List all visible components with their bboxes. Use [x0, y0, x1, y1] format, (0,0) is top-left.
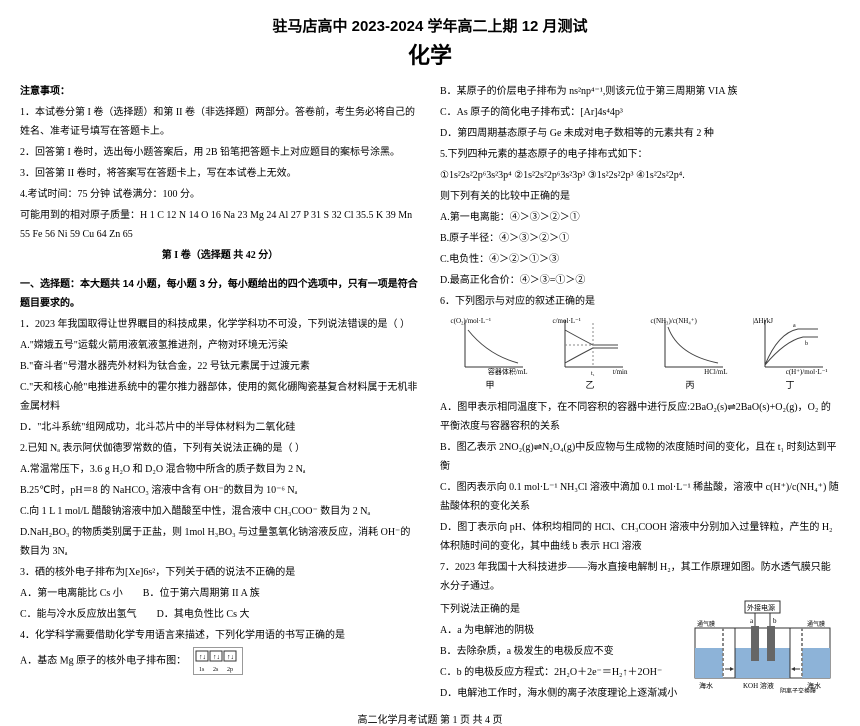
chart-jia: c(O₂)/mol·L⁻¹ 容器体积/mL 甲 — [453, 315, 528, 394]
q2-stem: 2.已知 Nₐ 表示阿伏伽德罗常数的值，下列有关说法正确的是（ ） — [20, 439, 420, 458]
chart2-y: c/mol·L⁻¹ — [553, 315, 581, 328]
q6-stem: 6．下列图示与对应的叙述正确的是 — [440, 292, 840, 311]
q5-a: A.第一电离能：④＞③＞②＞① — [440, 208, 840, 227]
q7-stem: 7．2023 年我国十大科技进步——海水直接电解制 H₂，其工作原理如图。防水透… — [440, 558, 840, 596]
svg-text:↑↓: ↑↓ — [227, 653, 234, 661]
svg-text:b: b — [773, 617, 777, 625]
svg-text:1s: 1s — [199, 667, 205, 673]
svg-text:海水: 海水 — [699, 681, 713, 690]
instruction-2: 2．回答第 I 卷时，选出每小题答案后，用 2B 铅笔把答题卡上对应题目的案标号… — [20, 143, 420, 162]
q4-b: B．某原子的价层电子排布为 ns²np⁴⁻¹,则该元位于第三周期第 VIA 族 — [440, 82, 840, 101]
chart1-y: c(O₂)/mol·L⁻¹ — [451, 315, 492, 328]
q2-c: C.向 1 L 1 mol/L 醋酸钠溶液中加入醋酸至中性，混合液中 CH₃CO… — [20, 502, 420, 521]
q6-c: C．图丙表示向 0.1 mol·L⁻¹ NH₃Cl 溶液中滴加 0.1 mol·… — [440, 478, 840, 516]
q2-b: B.25℃时，pH＝8 的 NaHCO₃ 溶液中含有 OH⁻的数目为 10⁻⁶ … — [20, 481, 420, 500]
q2-a: A.常温常压下，3.6 g H₂O 和 D₂O 混合物中所含的质子数目为 2 N… — [20, 460, 420, 479]
svg-text:↑↓: ↑↓ — [213, 653, 220, 661]
svg-text:↑↓: ↑↓ — [199, 653, 206, 661]
q4-stem: 4．化学科学需要借助化学专用语言来描述，下列化学用语的书写正确的是 — [20, 626, 420, 645]
q3-c: C．能与冷水反应放出氢气 — [20, 605, 137, 624]
q6-chart-row: c(O₂)/mol·L⁻¹ 容器体积/mL 甲 t₁ c — [440, 315, 840, 394]
instructions-header: 注意事项： — [20, 82, 420, 101]
q5-sub: 则下列有关的比较中正确的是 — [440, 187, 840, 206]
part1-header: 第 I 卷（选择题 共 42 分） — [20, 246, 420, 265]
q3-b: B．位于第六周期第 II A 族 — [143, 584, 260, 603]
svg-text:t₁: t₁ — [591, 371, 595, 377]
right-column: B．某原子的价层电子排布为 ns²np⁴⁻¹,则该元位于第三周期第 VIA 族 … — [440, 80, 840, 705]
q6-b: B．图乙表示 2NO₂(g)⇌N₂O₄(g)中反应物与生成物的浓度随时间的变化，… — [440, 438, 840, 476]
chart-label-2: 乙 — [553, 377, 628, 394]
instruction-1: 1．本试卷分第 I 卷（选择题）和第 II 卷（非选择题）两部分。答卷前，考生务… — [20, 103, 420, 141]
atomic-masses: 可能用到的相对原子质量：H 1 C 12 N 14 O 16 Na 23 Mg … — [20, 206, 420, 244]
instruction-3: 3．回答第 II 卷时，将答案写在答题卡上，写在本试卷上无效。 — [20, 164, 420, 183]
q3-options: A．第一电离能比 Cs 小 B．位于第六周期第 II A 族 — [20, 584, 420, 603]
chart-yi: t₁ c/mol·L⁻¹ t/min 乙 — [553, 315, 628, 394]
q3-options-2: C．能与冷水反应放出氢气 D．其电负性比 Cs 大 — [20, 605, 420, 624]
instruction-4: 4.考试时间：75 分钟 试卷满分：100 分。 — [20, 185, 420, 204]
content-columns: 注意事项： 1．本试卷分第 I 卷（选择题）和第 II 卷（非选择题）两部分。答… — [20, 80, 840, 705]
svg-text:2p: 2p — [227, 667, 233, 673]
chart-label-3: 丙 — [653, 377, 728, 394]
svg-text:a: a — [793, 323, 796, 329]
q1-stem: 1．2023 年我国取得让世界瞩目的科技成果，化学学科功不可没，下列说法错误的是… — [20, 315, 420, 334]
svg-text:b: b — [805, 341, 808, 347]
q1-a: A."嫦娥五号"运载火箭用液氧液氢推进剂，产物对环境无污染 — [20, 336, 420, 355]
q1-c: C."天和核心舱"电推进系统中的霍尔推力器部体，使用的氮化硼陶瓷基复合材料属于无… — [20, 378, 420, 416]
q3-d: D．其电负性比 Cs 大 — [157, 605, 250, 624]
title: 驻马店高中 2023-2024 学年高二上期 12 月测试 — [20, 15, 840, 36]
svg-text:a: a — [750, 617, 754, 625]
chart-label-4: 丁 — [753, 377, 828, 394]
svg-text:通气膜: 通气膜 — [697, 620, 715, 628]
chart-ding: a b |ΔH|/kJ c(H⁺)/mol·L⁻¹ 丁 — [753, 315, 828, 394]
electrolysis-diagram: 外接电源 a b 通气膜 通气膜 海 — [685, 598, 840, 693]
q5-config: ①1s²2s²2p⁶3s²3p⁴ ②1s²2s²2p⁶3s²3p³ ③1s²2s… — [440, 166, 840, 185]
q5-d: D.最高正化合价：④＞③=①＞② — [440, 271, 840, 290]
q2-d: D.NaH₂BO₃ 的物质类别属于正盐，则 1mol H₃BO₃ 与过量氢氧化钠… — [20, 523, 420, 561]
chart4-y: |ΔH|/kJ — [753, 315, 774, 328]
q5-stem: 5.下列四种元素的基态原子的电子排布式如下： — [440, 145, 840, 164]
subject: 化学 — [20, 38, 840, 70]
left-column: 注意事项： 1．本试卷分第 I 卷（选择题）和第 II 卷（非选择题）两部分。答… — [20, 80, 420, 705]
q4-a: A．基态 Mg 原子的核外电子排布图： — [20, 655, 186, 666]
q4-c: C．As 原子的简化电子排布式：[Ar]4s⁴4p³ — [440, 103, 840, 122]
q1-b: B."奋斗者"号潜水器壳外材料为钛合金，22 号钛元素属于过渡元素 — [20, 357, 420, 376]
svg-text:外接电源: 外接电源 — [747, 603, 775, 612]
q5-c: C.电负性：④＞②＞①＞③ — [440, 250, 840, 269]
q5-b: B.原子半径：④＞③＞②＞① — [440, 229, 840, 248]
q1-d: D．"北斗系统"组网成功，北斗芯片中的半导体材料为二氧化硅 — [20, 418, 420, 437]
svg-text:KOH 溶液: KOH 溶液 — [743, 681, 774, 690]
chart2-x: t/min — [613, 366, 628, 379]
chart3-x: HCl/mL — [704, 366, 727, 379]
section1-header: 一、选择题：本大题共 14 小题，每小题 3 分，每小题给出的四个选项中，只有一… — [20, 275, 420, 313]
chart1-x: 容器体积/mL — [488, 366, 528, 379]
chart-label-1: 甲 — [453, 377, 528, 394]
q3-a: A．第一电离能比 Cs 小 — [20, 584, 123, 603]
q4-d: D．第四周期基态原子与 Ge 未成对电子数相等的元素共有 2 种 — [440, 124, 840, 143]
chart3-y: c(NH₃)/c(NH₄⁺) — [651, 315, 697, 328]
svg-text:2s: 2s — [213, 667, 219, 673]
electron-config-diagram: ↑↓ ↑↓ ↑↓ 1s 2s 2p — [193, 647, 243, 675]
svg-text:通气膜: 通气膜 — [807, 620, 825, 628]
q4-a-row: A．基态 Mg 原子的核外电子排布图： ↑↓ ↑↓ ↑↓ 1s 2s 2p — [20, 647, 420, 675]
page-footer: 高二化学月考试题 第 1 页 共 4 页 — [20, 711, 840, 726]
chart-bing: c(NH₃)/c(NH₄⁺) HCl/mL 丙 — [653, 315, 728, 394]
q3-stem: 3．硒的核外电子排布为[Xe]6s²，下列关于硒的说法不正确的是 — [20, 563, 420, 582]
q6-d: D．图丁表示向 pH、体积均相同的 HCl、CH₃COOH 溶液中分别加入过量锌… — [440, 518, 840, 556]
q6-a: A．图甲表示相同温度下，在不同容积的容器中进行反应:2BaO₂(s)⇌2BaO(… — [440, 398, 840, 436]
chart4-x: c(H⁺)/mol·L⁻¹ — [786, 366, 828, 379]
